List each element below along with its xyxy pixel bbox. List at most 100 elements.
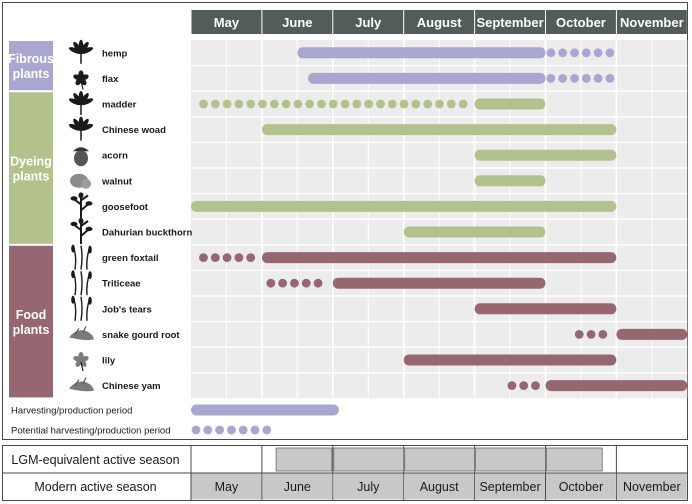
potential-dot <box>199 253 208 262</box>
yam-root-icon <box>69 377 94 392</box>
potential-dot <box>234 253 244 262</box>
potential-dot <box>278 278 288 288</box>
potential-dot <box>301 278 311 288</box>
modern-season-month-label: November <box>623 480 681 494</box>
plant-label: madder <box>102 100 137 111</box>
month-header-label: September <box>476 15 543 30</box>
harvest-bar <box>474 303 617 315</box>
plant-label: acorn <box>102 151 128 162</box>
legend-harvest-swatch <box>191 404 339 416</box>
buckthorn-branch-icon <box>70 218 93 244</box>
harvest-bar <box>191 200 617 212</box>
harvest-bar <box>545 380 688 392</box>
harvest-bar <box>403 354 617 366</box>
potential-dot <box>581 74 591 83</box>
modern-season-cell <box>262 473 333 500</box>
month-header-cell <box>546 10 616 34</box>
month-header-label: May <box>214 15 240 30</box>
potential-dot <box>605 48 615 58</box>
gourd-root-icon <box>69 326 94 341</box>
potential-dot <box>222 99 232 109</box>
potential-dot <box>546 74 556 83</box>
flax-flower-icon <box>73 70 89 90</box>
month-header-cell <box>404 10 475 34</box>
chart-frame <box>2 2 688 440</box>
potential-dot <box>258 99 267 109</box>
legend-potential-dot <box>238 425 248 435</box>
potential-dot <box>593 74 603 83</box>
potential-dot <box>574 330 584 339</box>
potential-dot <box>593 48 603 58</box>
harvest-bar <box>474 98 546 110</box>
legend-potential-dot <box>262 425 272 435</box>
potential-dot <box>317 99 326 109</box>
modern-season-cell <box>475 473 545 500</box>
modern-season-month-label: August <box>420 480 459 494</box>
plant-label: goosefoot <box>102 202 149 213</box>
potential-dot <box>269 99 279 109</box>
potential-dot <box>387 99 397 109</box>
plant-label: hemp <box>102 48 128 59</box>
potential-dot <box>376 99 385 109</box>
potential-dot <box>446 99 456 109</box>
potential-dot <box>328 99 338 109</box>
plant-label: snake gourd root <box>102 330 180 341</box>
potential-dot <box>290 278 299 288</box>
month-header-cell <box>333 10 404 34</box>
harvest-bar <box>474 175 546 187</box>
plant-label: Dahurian buckthorn <box>102 228 192 239</box>
potential-dot <box>293 99 303 109</box>
group-label: plants <box>13 67 50 81</box>
legend-potential-dot <box>215 425 225 435</box>
potential-dot <box>570 48 579 58</box>
potential-dot <box>234 99 244 109</box>
harvest-bar <box>474 149 617 161</box>
potential-dot <box>305 99 315 109</box>
potential-dot <box>246 99 256 109</box>
harvest-bar <box>403 226 546 238</box>
potential-dot <box>586 330 596 339</box>
plant-label: Chinese yam <box>102 381 161 392</box>
harvest-bar <box>261 252 617 264</box>
potential-dot <box>411 99 421 109</box>
group-band <box>9 41 53 91</box>
potential-dot <box>352 99 362 109</box>
modern-season-month-label: May <box>215 480 239 494</box>
goosefoot-plant-icon <box>70 192 93 219</box>
potential-dot <box>423 99 433 109</box>
plant-label: flax <box>102 74 119 85</box>
potential-dot <box>210 99 220 109</box>
modern-season-month-label: September <box>479 480 540 494</box>
modern-season-month-label: July <box>357 480 380 494</box>
modern-season-cell <box>404 473 475 500</box>
month-header-cell <box>616 10 687 34</box>
plant-label: lily <box>102 356 116 367</box>
harvest-bar <box>616 328 688 340</box>
potential-dot <box>546 48 556 58</box>
lily-bulb-icon <box>73 352 89 372</box>
potential-dot <box>266 278 276 288</box>
lgm-season-label: LGM-equivalent active season <box>11 453 179 467</box>
woad-plant-icon <box>68 116 94 141</box>
harvest-bar <box>261 124 617 136</box>
lgm-season-cell <box>333 447 405 472</box>
modern-season-month-label: October <box>559 480 603 494</box>
plant-label: walnut <box>101 176 133 187</box>
modern-season-label: Modern active season <box>34 480 156 494</box>
month-header-label: November <box>620 15 684 30</box>
potential-dot <box>558 48 568 58</box>
potential-dot <box>458 99 468 109</box>
madder-plant-icon <box>68 91 94 115</box>
legend-potential-dot <box>227 425 236 435</box>
modern-season-cell <box>546 473 616 500</box>
lgm-season-cell <box>275 447 333 472</box>
group-label: Fibrous <box>8 52 54 66</box>
modern-season-cell <box>616 473 687 500</box>
month-header-label: August <box>417 15 462 30</box>
group-label: Food <box>16 308 47 322</box>
potential-dot <box>570 74 579 83</box>
potential-dot <box>605 74 615 83</box>
legend-harvest-label: Harvesting/production period <box>11 406 132 417</box>
group-label: plants <box>13 170 50 184</box>
legend-potential-dot <box>191 425 201 435</box>
